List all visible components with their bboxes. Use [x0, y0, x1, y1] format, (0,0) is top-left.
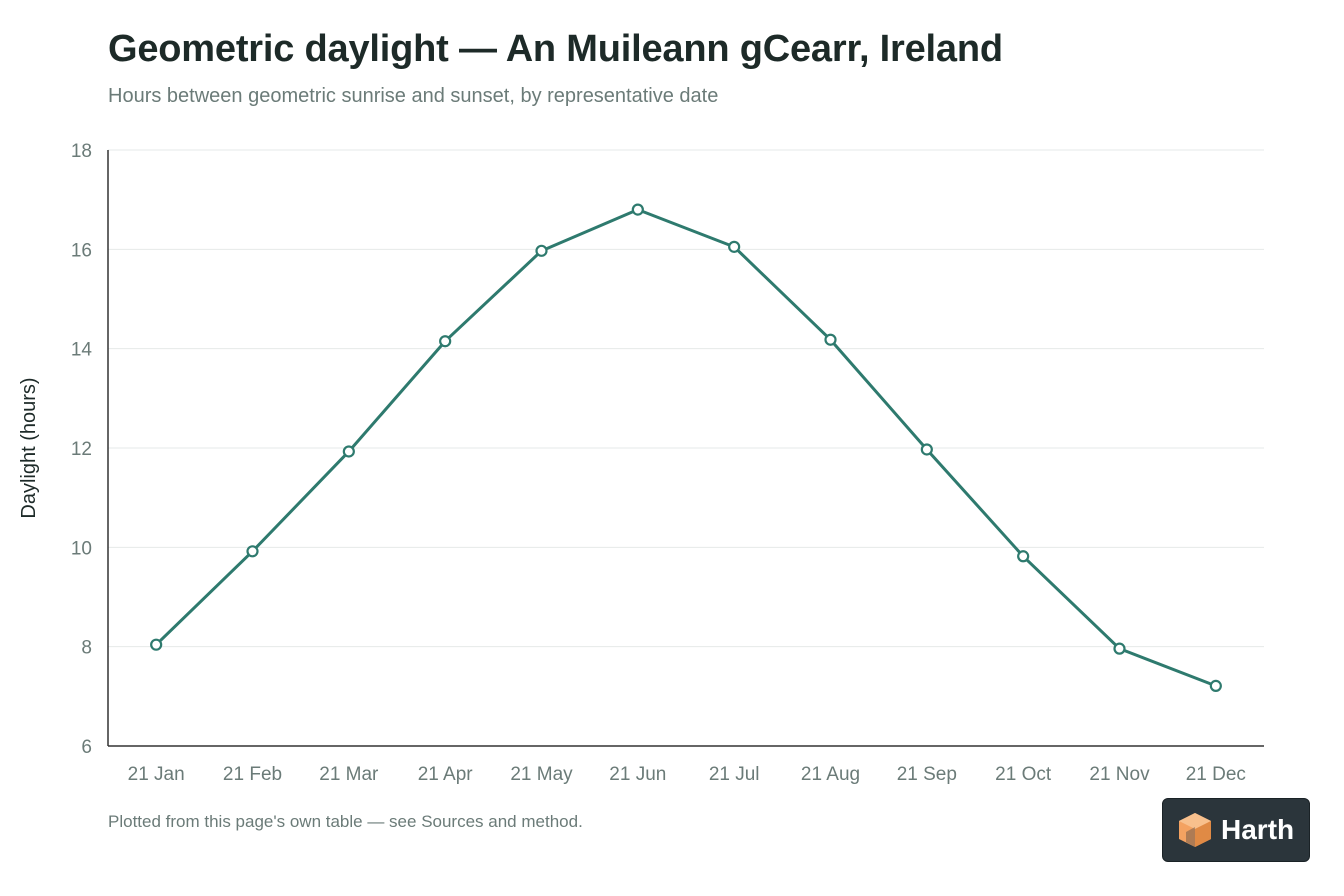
- y-tick-label: 18: [71, 141, 92, 162]
- data-point: [342, 445, 355, 458]
- data-point: [150, 638, 163, 651]
- brand-logo: Harth: [1162, 798, 1310, 862]
- data-point: [246, 545, 259, 558]
- series: [150, 203, 1222, 693]
- x-tick-label: 21 Jun: [609, 764, 666, 785]
- y-tick-label: 16: [71, 240, 92, 261]
- data-point: [631, 203, 644, 216]
- x-tick-label: 21 Aug: [801, 764, 860, 785]
- grid-lines: [108, 149, 1264, 648]
- axes: [107, 150, 1264, 747]
- footnote: Plotted from this page's own table — see…: [108, 812, 583, 831]
- data-point: [1017, 550, 1030, 563]
- x-tick-label: 21 Jul: [709, 764, 760, 785]
- x-tick-label: 21 Oct: [995, 764, 1052, 785]
- y-axis-label: Daylight (hours): [18, 377, 40, 518]
- data-point: [824, 333, 837, 346]
- series-line: [155, 208, 1217, 688]
- x-tick-labels: 21 Jan 21 Feb 21 Mar 21 Apr 21 May 21 Jun 21 J…: [128, 764, 1246, 785]
- x-tick-label: 21 Apr: [418, 764, 474, 785]
- x-tick-label: 21 Mar: [319, 764, 379, 785]
- brand-name: Harth: [1221, 814, 1295, 845]
- data-point: [439, 335, 452, 348]
- x-tick-label: 21 Jan: [128, 764, 185, 785]
- x-tick-label: 21 May: [510, 764, 573, 785]
- x-tick-label: 21 Feb: [223, 764, 282, 785]
- chart-subtitle: Hours between geometric sunrise and suns…: [108, 85, 719, 107]
- y-tick-labels: 6 8 10 12 14 16 18: [71, 141, 93, 758]
- data-point: [1113, 642, 1126, 655]
- data-point: [728, 240, 741, 253]
- cube-logo-icon: [1179, 813, 1211, 847]
- x-tick-label: 21 Nov: [1089, 764, 1150, 785]
- x-tick-label: 21 Sep: [897, 764, 957, 785]
- y-tick-label: 10: [71, 538, 92, 559]
- chart-title: Geometric daylight — An Muileann gCearr,…: [108, 28, 1003, 70]
- y-tick-label: 8: [81, 638, 92, 659]
- y-tick-label: 14: [71, 340, 93, 361]
- x-tick-label: 21 Dec: [1186, 764, 1246, 785]
- data-point: [535, 244, 548, 257]
- data-point: [1209, 679, 1222, 693]
- y-tick-label: 12: [71, 439, 92, 460]
- data-point: [920, 443, 933, 456]
- y-tick-label: 6: [81, 737, 92, 758]
